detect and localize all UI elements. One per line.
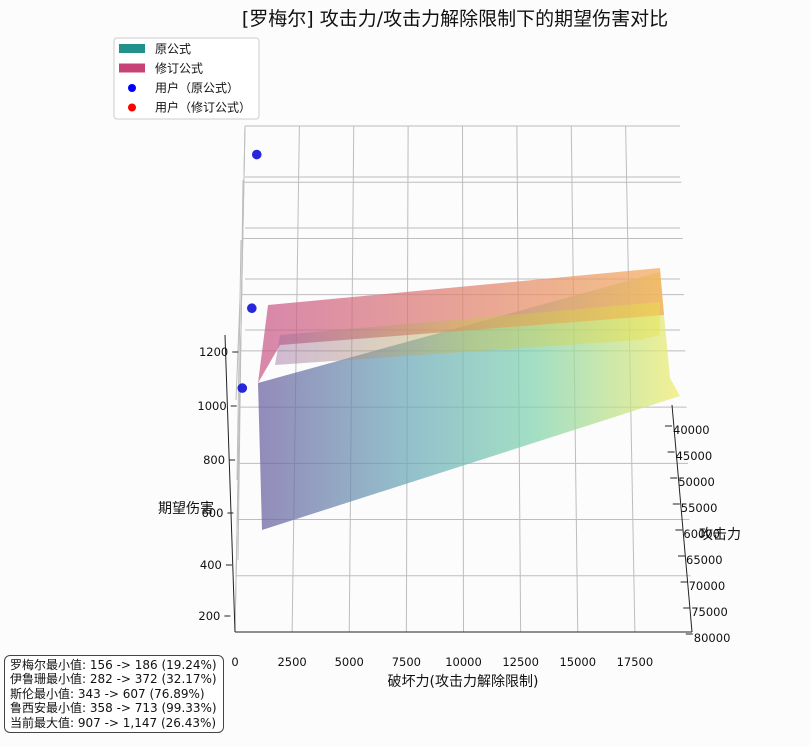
y-tick-label: 65000 <box>686 553 723 567</box>
legend-label: 原公式 <box>155 42 191 56</box>
grid-line <box>237 179 244 561</box>
info-line: 罗梅尔最小值: 156 -> 186 (19.24%) <box>10 658 217 672</box>
y-axis-line <box>671 404 693 633</box>
y-tick-label: 40000 <box>673 423 710 437</box>
z-tick-label: 800 <box>203 453 225 467</box>
x-axis-label: 破坏力(攻击力解除限制) <box>388 674 539 690</box>
axes: 0 2500 5000 7500 10000 12500 15000 17500 40000 45… <box>197 334 731 669</box>
legend-swatch <box>119 44 145 53</box>
y-tick-label: 75000 <box>691 605 728 619</box>
data-point <box>247 303 257 314</box>
info-line: 鲁西安最小值: 358 -> 713 (99.33%) <box>10 701 217 716</box>
grid-line <box>235 299 241 401</box>
info-line: 当前最大值: 907 -> 1,147 (26.43%) <box>10 715 217 730</box>
z-tick-label: 1000 <box>197 399 226 413</box>
x-tick-label: 5000 <box>335 655 364 669</box>
x-tick-label: 0 <box>231 655 238 669</box>
y-tick-label: 55000 <box>681 501 718 515</box>
grid-line <box>236 239 242 481</box>
legend-label: 用户（修订公式） <box>155 100 251 115</box>
surface-revised-band <box>275 302 660 365</box>
info-line: 伊鲁珊最小值: 282 -> 372 (32.17%) <box>10 672 217 687</box>
y-axis-label: 攻击力 <box>699 527 741 543</box>
z-axis-label: 期望伤害 <box>158 501 214 517</box>
legend-swatch <box>119 63 145 73</box>
y-tick-label: 50000 <box>678 475 715 489</box>
z-tick-label: 1200 <box>199 345 228 359</box>
info-line: 斯伦最小值: 343 -> 607 (76.89%) <box>10 686 205 701</box>
legend-marker <box>128 103 136 112</box>
legend-label: 修订公式 <box>155 61 203 76</box>
legend-label: 用户（原公式） <box>155 80 239 95</box>
legend-marker <box>128 84 136 92</box>
y-tick-label: 60000 <box>683 527 720 541</box>
data-points <box>237 149 262 393</box>
x-tick-label: 15000 <box>559 655 596 669</box>
z-tick-label: 600 <box>201 506 223 520</box>
legend-box <box>113 37 260 120</box>
y-tick-label: 70000 <box>689 579 726 593</box>
z-axis-line <box>224 334 236 633</box>
data-point <box>251 149 262 160</box>
x-tick-label: 12500 <box>502 655 539 669</box>
x-tick-label: 17500 <box>617 655 654 669</box>
chart-title: [罗梅尔] 攻击力/攻击力解除限制下的期望伤害对比 <box>242 8 668 30</box>
y-tick-label: 45000 <box>676 449 713 463</box>
x-tick-label: 7500 <box>392 655 421 669</box>
z-tick-label: 400 <box>200 558 222 572</box>
y-tick-label: 80000 <box>694 631 731 645</box>
z-tick-label: 200 <box>198 609 220 623</box>
info-box: 罗梅尔最小值: 156 -> 186 (19.24%) 伊鲁珊最小值: 282 … <box>4 655 224 734</box>
x-tick-label: 10000 <box>445 655 482 669</box>
x-tick-label: 2500 <box>277 655 306 669</box>
data-point <box>237 383 248 393</box>
